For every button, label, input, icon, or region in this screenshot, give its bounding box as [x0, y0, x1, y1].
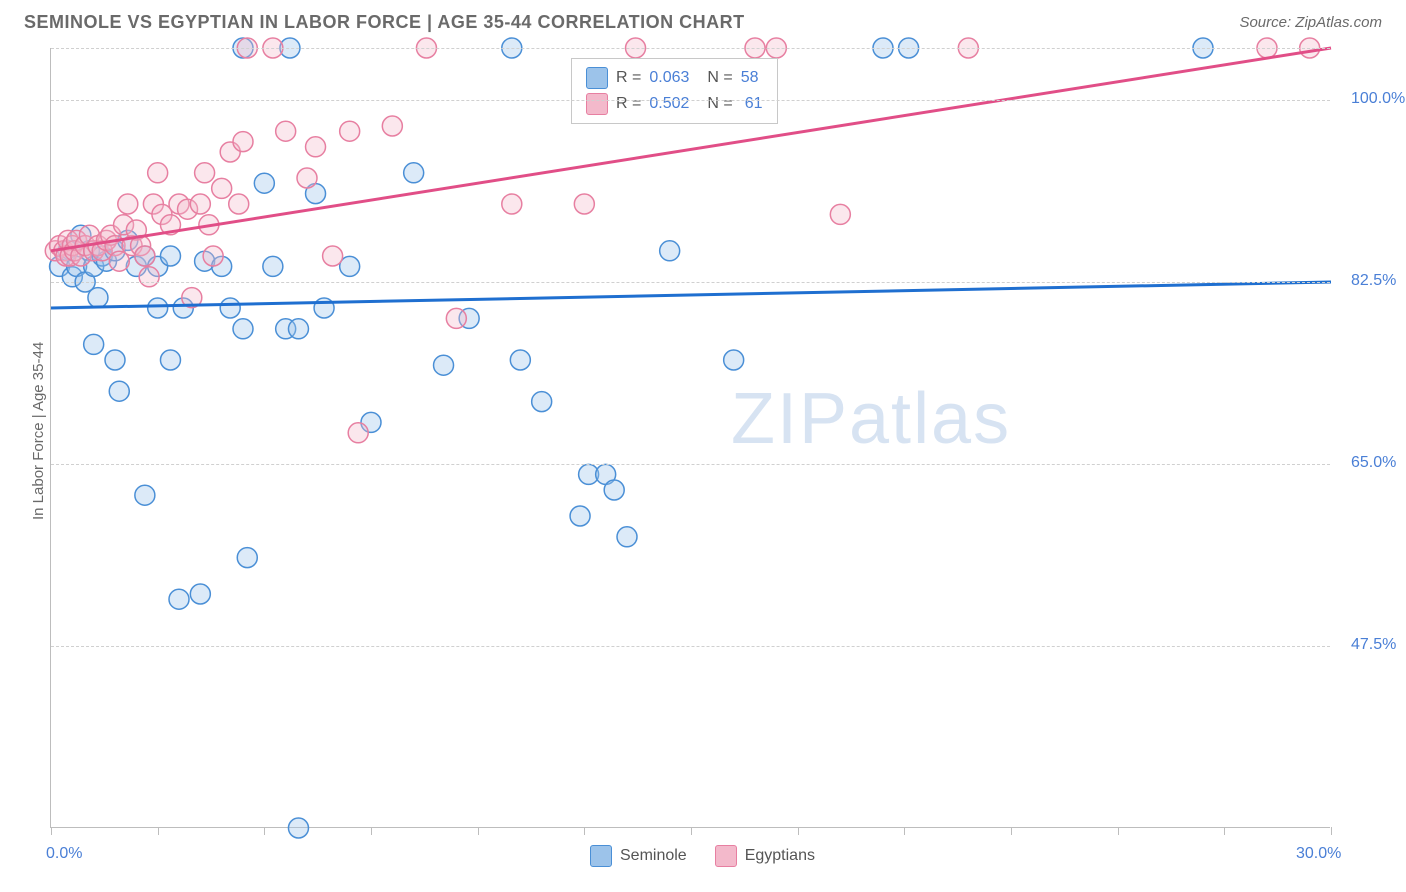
gridline-h [51, 464, 1330, 465]
data-point-seminole [404, 163, 424, 183]
y-tick-label: 100.0% [1351, 90, 1405, 108]
data-point-egyptians [212, 178, 232, 198]
data-point-egyptians [118, 194, 138, 214]
chart-title: SEMINOLE VS EGYPTIAN IN LABOR FORCE | AG… [24, 12, 745, 33]
data-point-seminole [190, 584, 210, 604]
data-point-seminole [148, 298, 168, 318]
data-point-seminole [288, 818, 308, 838]
data-point-seminole [724, 350, 744, 370]
legend-bottom-label-egyptians: Egyptians [745, 847, 815, 865]
data-point-seminole [160, 350, 180, 370]
data-point-egyptians [203, 246, 223, 266]
data-point-seminole [233, 319, 253, 339]
legend-stats-row-egyptians: R = 0.502 N = 61 [586, 91, 763, 117]
gridline-h [51, 100, 1330, 101]
data-point-seminole [135, 485, 155, 505]
legend-bottom-swatch-egyptians [715, 845, 737, 867]
data-point-egyptians [306, 137, 326, 157]
x-tick [798, 827, 799, 835]
seminole-n: 58 [741, 69, 759, 87]
egyptians-n: 61 [745, 95, 763, 113]
data-point-seminole [84, 334, 104, 354]
data-point-egyptians [229, 194, 249, 214]
chart-plot-area: ZIPatlas R = 0.063 N = 58 R = 0.502 N = … [50, 48, 1330, 828]
gridline-h [51, 646, 1330, 647]
gridline-h [51, 48, 1330, 49]
x-tick [1011, 827, 1012, 835]
y-tick-label: 47.5% [1351, 636, 1396, 654]
data-point-egyptians [135, 246, 155, 266]
x-tick [264, 827, 265, 835]
y-axis-label: In Labor Force | Age 35-44 [30, 342, 47, 520]
x-axis-max-label: 30.0% [1296, 845, 1341, 863]
x-tick [691, 827, 692, 835]
x-tick [1224, 827, 1225, 835]
data-point-egyptians [446, 308, 466, 328]
data-point-seminole [510, 350, 530, 370]
legend-swatch-egyptians [586, 93, 608, 115]
legend-bottom-swatch-seminole [590, 845, 612, 867]
data-point-egyptians [574, 194, 594, 214]
data-point-seminole [604, 480, 624, 500]
data-point-seminole [570, 506, 590, 526]
x-tick [371, 827, 372, 835]
legend-bottom: Seminole Egyptians [590, 845, 815, 867]
x-axis-min-label: 0.0% [46, 845, 82, 863]
data-point-seminole [263, 256, 283, 276]
data-point-seminole [160, 246, 180, 266]
data-point-seminole [88, 288, 108, 308]
gridline-h [51, 282, 1330, 283]
chart-header: SEMINOLE VS EGYPTIAN IN LABOR FORCE | AG… [0, 0, 1406, 41]
data-point-seminole [288, 319, 308, 339]
data-point-seminole [617, 527, 637, 547]
data-point-egyptians [502, 194, 522, 214]
legend-stats-row-seminole: R = 0.063 N = 58 [586, 65, 763, 91]
legend-item-seminole: Seminole [590, 845, 687, 867]
legend-item-egyptians: Egyptians [715, 845, 815, 867]
chart-source: Source: ZipAtlas.com [1239, 14, 1382, 31]
data-point-seminole [105, 350, 125, 370]
data-point-egyptians [190, 194, 210, 214]
data-point-egyptians [348, 423, 368, 443]
x-tick [1331, 827, 1332, 835]
data-point-seminole [237, 548, 257, 568]
x-tick [584, 827, 585, 835]
y-tick-label: 82.5% [1351, 272, 1396, 290]
data-point-egyptians [382, 116, 402, 136]
data-point-egyptians [148, 163, 168, 183]
x-tick [1118, 827, 1119, 835]
chart-svg [51, 48, 1330, 827]
data-point-egyptians [340, 121, 360, 141]
data-point-egyptians [233, 132, 253, 152]
data-point-seminole [434, 355, 454, 375]
regression-line-seminole [51, 282, 1331, 308]
legend-bottom-label-seminole: Seminole [620, 847, 687, 865]
data-point-egyptians [195, 163, 215, 183]
data-point-egyptians [323, 246, 343, 266]
data-point-egyptians [276, 121, 296, 141]
legend-swatch-seminole [586, 67, 608, 89]
legend-stats-box: R = 0.063 N = 58 R = 0.502 N = 61 [571, 58, 778, 124]
data-point-egyptians [297, 168, 317, 188]
data-point-seminole [109, 381, 129, 401]
egyptians-r: 0.502 [649, 95, 689, 113]
data-point-seminole [169, 589, 189, 609]
x-tick [158, 827, 159, 835]
x-tick [478, 827, 479, 835]
data-point-seminole [660, 241, 680, 261]
x-tick [51, 827, 52, 835]
data-point-seminole [532, 392, 552, 412]
y-tick-label: 65.0% [1351, 454, 1396, 472]
x-tick [904, 827, 905, 835]
data-point-seminole [254, 173, 274, 193]
data-point-egyptians [139, 267, 159, 287]
data-point-egyptians [830, 204, 850, 224]
seminole-r: 0.063 [649, 69, 689, 87]
data-point-seminole [220, 298, 240, 318]
